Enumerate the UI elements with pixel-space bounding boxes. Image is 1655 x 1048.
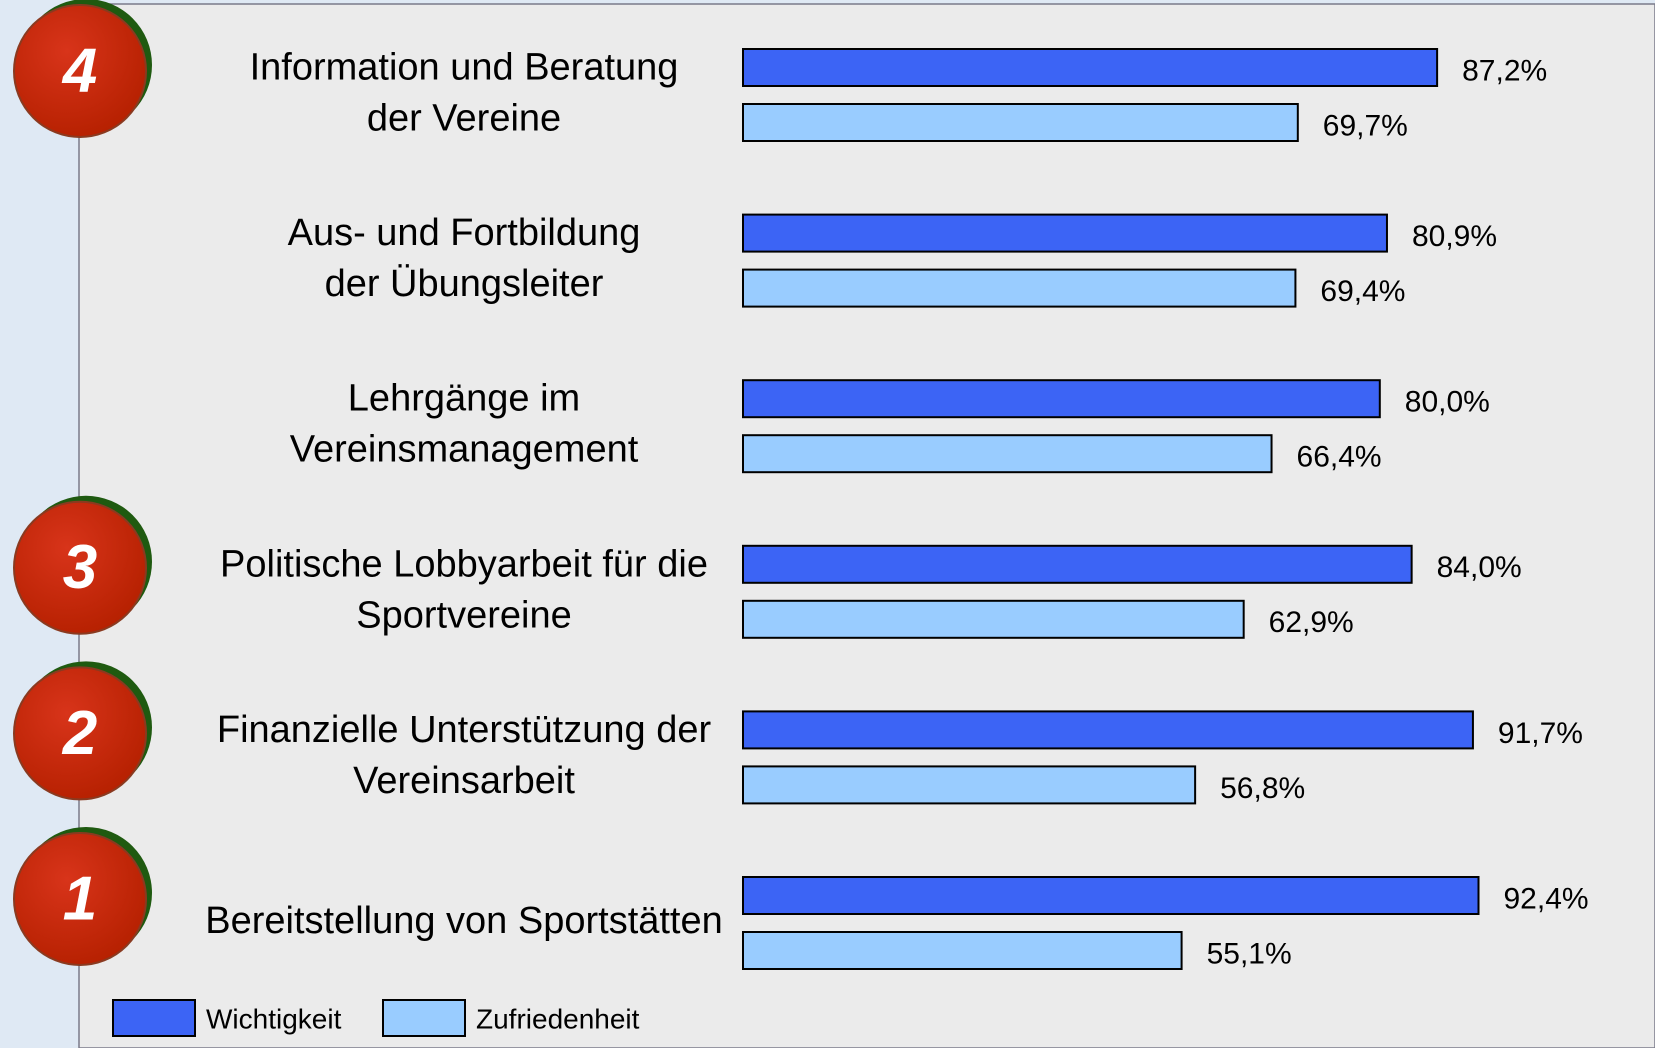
bar [742,103,1299,142]
category-label: Lehrgänge im [348,378,580,420]
rank-number: 1 [63,864,97,933]
bar [742,765,1197,805]
value-label: 80,0% [1405,386,1490,419]
category-label: Vereinsarbeit [353,760,575,802]
bar [742,379,1381,419]
rank-number: 3 [63,533,97,602]
rank-badge [13,4,147,138]
legend-label: Zufriedenheit [476,1003,640,1034]
bar [742,544,1413,584]
bar [742,213,1388,253]
plot-area [78,3,1655,1048]
value-label: 69,4% [1320,275,1405,308]
legend-label: Wichtigkeit [206,1003,342,1034]
bar [742,599,1245,639]
rank-number: 2 [62,699,97,768]
value-label: 66,4% [1297,441,1382,474]
category-label: Finanzielle Unterstützung der [217,709,712,751]
bar [742,931,1183,970]
bar [742,268,1297,308]
value-label: 91,7% [1498,717,1583,750]
value-label: 80,9% [1412,220,1497,253]
value-label: 92,4% [1504,882,1589,915]
legend-swatch [382,999,466,1037]
bar [742,434,1273,474]
bar [742,710,1474,750]
category-label: der Vereine [367,98,561,140]
category-label: Vereinsmanagement [290,429,639,471]
value-label: 56,8% [1220,772,1305,805]
category-label: Sportvereine [356,594,571,636]
rank-number: 4 [61,36,97,105]
rank-badge [13,500,147,635]
category-label: Bereitstellung von Sportstätten [205,900,723,942]
bar [742,876,1480,915]
category-label: Politische Lobbyarbeit für die [220,543,708,585]
value-label: 62,9% [1269,606,1354,639]
rank-badge [13,666,147,801]
value-label: 55,1% [1207,937,1292,970]
category-label: Information und Beratung [250,47,679,89]
rank-badge [13,832,147,966]
category-label: der Übungsleiter [325,263,604,305]
category-label: Aus- und Fortbildung [288,212,641,254]
legend-swatch [112,999,196,1037]
value-label: 84,0% [1437,551,1522,584]
bar [742,48,1439,87]
value-label: 87,2% [1462,54,1547,87]
value-label: 69,7% [1323,109,1408,142]
